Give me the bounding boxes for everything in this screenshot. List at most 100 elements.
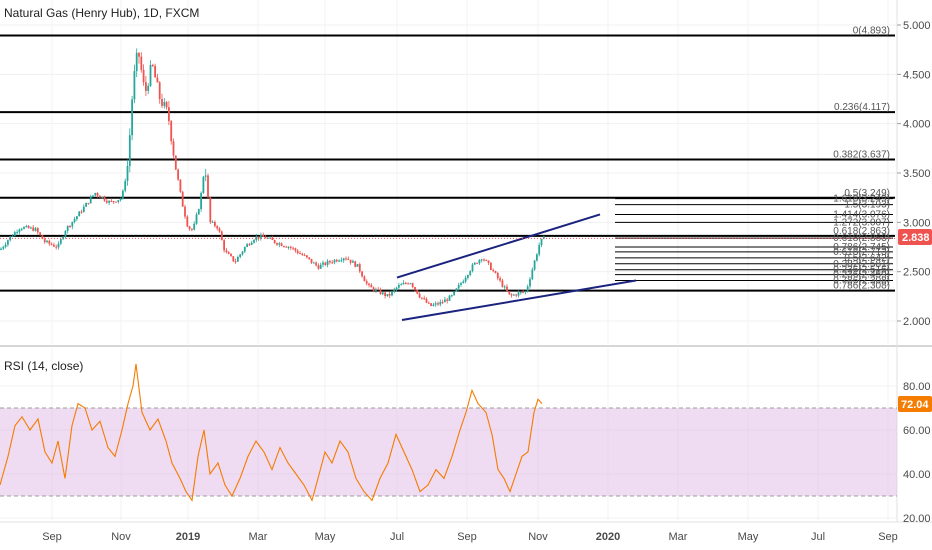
fib-extension-label: 0.786(2.308) xyxy=(833,276,890,287)
candle-body xyxy=(423,298,426,300)
candle-body xyxy=(492,269,495,272)
rsi-indicator-title[interactable]: RSI (14, close) xyxy=(4,359,83,373)
candle-body xyxy=(248,244,251,246)
candle-body xyxy=(115,201,117,203)
candle-body xyxy=(186,216,189,227)
candle-body xyxy=(73,219,76,222)
candle-body xyxy=(335,259,338,262)
candle-body xyxy=(427,302,430,304)
fib-level-label: 0.618(2.863) xyxy=(833,226,890,237)
candle-body xyxy=(273,239,276,244)
candle-body xyxy=(119,198,122,201)
rsi-tick-label: 60.00 xyxy=(903,425,931,437)
candle-body xyxy=(241,251,244,255)
candle-body xyxy=(165,102,168,108)
candle-body xyxy=(446,299,449,301)
candle-body xyxy=(108,200,110,203)
fib-extension-label: 1.272(3.007) xyxy=(833,217,890,228)
candle-body xyxy=(200,192,202,210)
candle-body xyxy=(513,294,515,296)
candle-body xyxy=(232,256,235,262)
candle-body xyxy=(59,239,62,244)
rsi-tick-label: 80.00 xyxy=(903,381,931,393)
candle-body xyxy=(223,240,225,251)
fib-level-label: 0.382(3.637) xyxy=(833,149,890,160)
time-tick-label: 2019 xyxy=(176,531,200,543)
candle-body xyxy=(386,294,389,297)
candle-body xyxy=(312,262,315,264)
candle-body xyxy=(393,289,396,292)
candle-body xyxy=(133,71,136,100)
candle-body xyxy=(246,244,248,247)
candle-body xyxy=(317,265,320,269)
candle-body xyxy=(490,262,492,270)
time-tick-label: Nov xyxy=(111,531,131,543)
candle-body xyxy=(365,281,368,284)
candle-body xyxy=(515,294,518,296)
candle-body xyxy=(296,250,299,254)
candle-body xyxy=(473,262,476,265)
candle-body xyxy=(340,260,343,262)
candle-body xyxy=(78,211,81,217)
candle-body xyxy=(379,289,382,295)
fib-extension-label: 0.618(2.713) xyxy=(833,247,890,258)
price-pane[interactable] xyxy=(0,0,897,344)
candle-body xyxy=(411,283,414,288)
time-tick-label: 2020 xyxy=(596,531,620,543)
candle-body xyxy=(271,237,274,240)
candle-body xyxy=(27,225,30,229)
candle-body xyxy=(508,291,511,295)
candle-body xyxy=(358,264,361,272)
candle-body xyxy=(310,258,313,263)
candle-body xyxy=(0,248,2,250)
candle-body xyxy=(260,234,262,239)
candle-body xyxy=(501,280,504,287)
candle-body xyxy=(388,294,391,296)
candle-body xyxy=(409,283,412,285)
candle-body xyxy=(354,261,357,267)
candle-body xyxy=(122,190,124,199)
price-tick-label: 4.500 xyxy=(903,69,931,81)
candle-body xyxy=(30,227,32,229)
candle-body xyxy=(289,246,292,248)
candle-body xyxy=(536,254,538,261)
candle-body xyxy=(7,240,9,245)
candle-body xyxy=(347,258,350,260)
candle-body xyxy=(218,228,221,232)
trend-channel-upper-line[interactable] xyxy=(396,213,601,279)
candle-body xyxy=(510,294,513,296)
candle-body xyxy=(483,259,485,261)
candle-body xyxy=(103,196,106,201)
candle-body xyxy=(471,264,474,272)
candle-body xyxy=(39,232,41,236)
candle-body xyxy=(197,209,200,215)
trend-channel-lower-line[interactable] xyxy=(401,279,637,321)
candle-body xyxy=(168,107,170,122)
candle-body xyxy=(82,206,85,213)
candle-body xyxy=(329,260,331,263)
candle-body xyxy=(416,289,419,294)
candle-body xyxy=(448,295,451,301)
fib-extension-label: 0.236(2.515) xyxy=(833,265,890,276)
candle-body xyxy=(400,284,403,286)
price-tick-label: 4.000 xyxy=(903,119,931,131)
symbol-title[interactable]: Natural Gas (Henry Hub), 1D, FXCM xyxy=(4,6,199,20)
candle-body xyxy=(276,243,278,245)
candle-body xyxy=(326,260,329,265)
candle-body xyxy=(308,257,311,259)
candle-body xyxy=(147,85,150,91)
candle-body xyxy=(188,226,191,229)
candle-body xyxy=(2,246,5,249)
candle-body xyxy=(80,211,83,213)
candle-body xyxy=(462,281,465,284)
candle-body xyxy=(158,82,161,100)
candle-body xyxy=(20,228,23,230)
candle-body xyxy=(485,259,488,261)
candle-body xyxy=(342,258,345,261)
candle-body xyxy=(522,291,524,293)
candle-body xyxy=(255,236,258,240)
time-tick-label: Sep xyxy=(42,531,62,543)
time-tick-label: May xyxy=(315,531,336,543)
candle-body xyxy=(156,77,159,83)
price-tick-label: 3.000 xyxy=(903,217,931,229)
